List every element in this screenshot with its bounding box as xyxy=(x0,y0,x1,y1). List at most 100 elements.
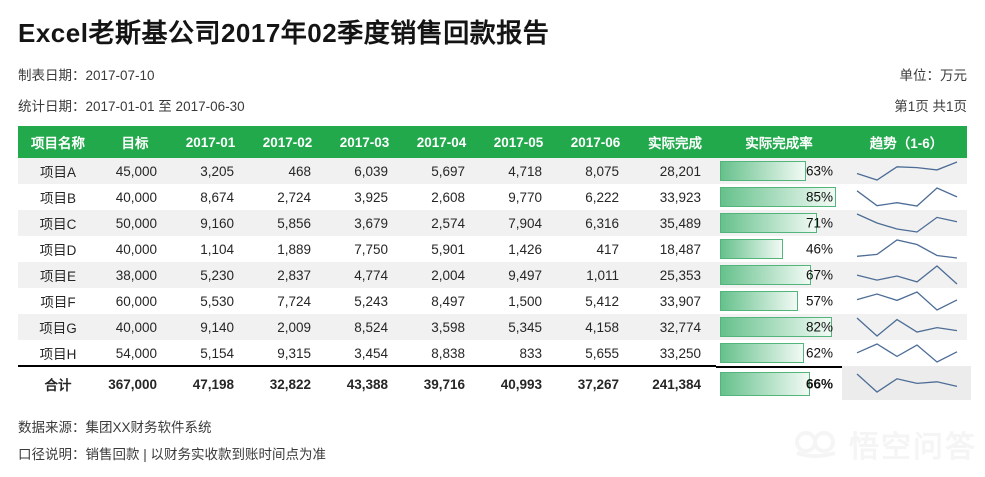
month-value-cell: 7,750 xyxy=(354,241,388,257)
completion-rate-bar xyxy=(720,239,783,259)
trend-sparkline xyxy=(842,314,971,340)
completion-rate-label: 66% xyxy=(805,376,833,392)
month-value-cell: 8,674 xyxy=(200,189,234,205)
completion-rate-label: 67% xyxy=(805,267,833,283)
month-value-cell: 5,230 xyxy=(200,267,234,283)
completion-rate-bar xyxy=(720,265,812,285)
target-cell: 40,000 xyxy=(115,319,157,335)
completion-rate-cell: 82% xyxy=(716,314,842,340)
month-value-cell: 5,901 xyxy=(431,241,465,257)
completion-rate-cell: 66% xyxy=(716,366,842,400)
month-value-cell: 6,222 xyxy=(585,189,619,205)
project-name-cell: 项目D xyxy=(39,243,77,258)
trend-sparkline xyxy=(842,236,971,262)
table-header-row: 项目名称 目标 2017-01 2017-02 2017-03 2017-04 2017-0… xyxy=(18,126,967,158)
month-value-cell: 6,316 xyxy=(585,215,619,231)
month-value-cell: 5,345 xyxy=(508,319,542,335)
table-row: 项目D 40,000 1,104 1,889 7,750 5,901 1,426 417 18,… xyxy=(18,236,967,262)
month-value-cell: 8,524 xyxy=(354,319,388,335)
month-value-cell: 47,198 xyxy=(172,365,249,401)
project-name-cell: 项目H xyxy=(39,347,77,362)
table-row: 项目H 54,000 5,154 9,315 3,454 8,838 833 5,655 33,… xyxy=(18,340,967,366)
month-value-cell: 7,724 xyxy=(277,293,311,309)
month-value-cell: 9,770 xyxy=(508,189,542,205)
month-value-cell: 40,993 xyxy=(480,365,557,401)
month-value-cell: 3,598 xyxy=(431,319,465,335)
actual-total-cell: 33,907 xyxy=(659,293,701,309)
column-header: 2017-02 xyxy=(262,134,313,150)
table-row: 项目C 50,000 9,160 5,856 3,679 2,574 7,904 6,316 3… xyxy=(18,210,967,236)
target-cell: 38,000 xyxy=(115,267,157,283)
month-value-cell: 2,837 xyxy=(277,267,311,283)
completion-rate-label: 82% xyxy=(805,319,833,335)
trend-sparkline xyxy=(842,366,971,400)
month-value-cell: 9,160 xyxy=(200,215,234,231)
column-header: 实际完成率 xyxy=(745,136,813,151)
report-table: 项目名称 目标 2017-01 2017-02 2017-03 2017-04 2017-0… xyxy=(18,126,971,401)
completion-rate-label: 62% xyxy=(805,345,833,361)
completion-rate-bar xyxy=(720,213,817,233)
month-value-cell: 9,315 xyxy=(277,345,311,361)
table-row: 项目B 40,000 8,674 2,724 3,925 2,608 9,770 6,222 3… xyxy=(18,184,967,210)
table-row: 项目G 40,000 9,140 2,009 8,524 3,598 5,345 4,158 3… xyxy=(18,314,967,340)
month-value-cell: 2,574 xyxy=(431,215,465,231)
column-header: 趋势（1-6） xyxy=(869,136,944,151)
month-value-cell: 4,718 xyxy=(508,163,542,179)
month-value-cell: 3,925 xyxy=(354,189,388,205)
month-value-cell: 43,388 xyxy=(326,365,403,401)
completion-rate-bar xyxy=(720,372,810,396)
month-value-cell: 833 xyxy=(519,345,542,361)
project-name-cell: 合计 xyxy=(18,365,98,401)
month-value-cell: 8,075 xyxy=(585,163,619,179)
column-header: 2017-05 xyxy=(493,134,544,150)
data-source-note: 数据来源：集团XX财务软件系统 xyxy=(18,420,212,435)
completion-rate-label: 71% xyxy=(805,215,833,231)
target-cell: 60,000 xyxy=(115,293,157,309)
month-value-cell: 6,039 xyxy=(354,163,388,179)
completion-rate-cell: 57% xyxy=(716,288,842,314)
completion-rate-cell: 62% xyxy=(716,340,842,366)
trend-sparkline xyxy=(842,184,971,210)
month-value-cell: 39,716 xyxy=(403,365,480,401)
trend-sparkline xyxy=(842,262,971,288)
month-value-cell: 9,497 xyxy=(508,267,542,283)
scope-note: 口径说明：销售回款 | 以财务实收款到账时间点为准 xyxy=(18,447,327,462)
month-value-cell: 2,608 xyxy=(431,189,465,205)
month-value-cell: 5,243 xyxy=(354,293,388,309)
completion-rate-bar xyxy=(720,343,805,363)
project-name-cell: 项目A xyxy=(39,165,76,180)
month-value-cell: 5,530 xyxy=(200,293,234,309)
trend-sparkline xyxy=(842,340,971,366)
completion-rate-bar xyxy=(720,187,836,207)
month-value-cell: 5,697 xyxy=(431,163,465,179)
column-header: 项目名称 xyxy=(31,136,85,151)
completion-rate-bar xyxy=(720,317,832,337)
actual-total-cell: 33,250 xyxy=(659,345,701,361)
column-header: 实际完成 xyxy=(648,136,702,151)
meta-row-2: 统计日期：2017-01-01 至 2017-06-30 第1页 共1页 xyxy=(18,95,967,115)
month-value-cell: 4,158 xyxy=(585,319,619,335)
month-value-cell: 417 xyxy=(596,241,619,257)
month-value-cell: 2,009 xyxy=(277,319,311,335)
completion-rate-cell: 71% xyxy=(716,210,842,236)
column-header: 2017-01 xyxy=(185,134,236,150)
report-page: Excel老斯基公司2017年02季度销售回款报告 制表日期：2017-07-1… xyxy=(0,13,985,468)
month-value-cell: 32,822 xyxy=(249,365,326,401)
completion-rate-label: 85% xyxy=(805,189,833,205)
report-footer: 数据来源：集团XX财务软件系统 口径说明：销售回款 | 以财务实收款到账时间点为… xyxy=(18,414,967,468)
meta-row-1: 制表日期：2017-07-10 单位：万元 xyxy=(18,64,967,84)
month-value-cell: 1,500 xyxy=(508,293,542,309)
column-header: 2017-03 xyxy=(339,134,390,150)
actual-total-cell: 33,923 xyxy=(659,189,701,205)
actual-total-cell: 32,774 xyxy=(659,319,701,335)
target-cell: 45,000 xyxy=(115,163,157,179)
trend-sparkline xyxy=(842,288,971,314)
table-row: 项目F 60,000 5,530 7,724 5,243 8,497 1,500 5,412 3… xyxy=(18,288,967,314)
table-total-row: 合计 367,000 47,198 32,822 43,388 39,716 40,993 3… xyxy=(18,365,971,401)
month-value-cell: 3,454 xyxy=(354,345,388,361)
month-value-cell: 8,838 xyxy=(431,345,465,361)
column-header: 目标 xyxy=(121,136,149,151)
month-value-cell: 1,426 xyxy=(508,241,542,257)
target-cell: 40,000 xyxy=(115,241,157,257)
column-header: 2017-06 xyxy=(570,134,621,150)
